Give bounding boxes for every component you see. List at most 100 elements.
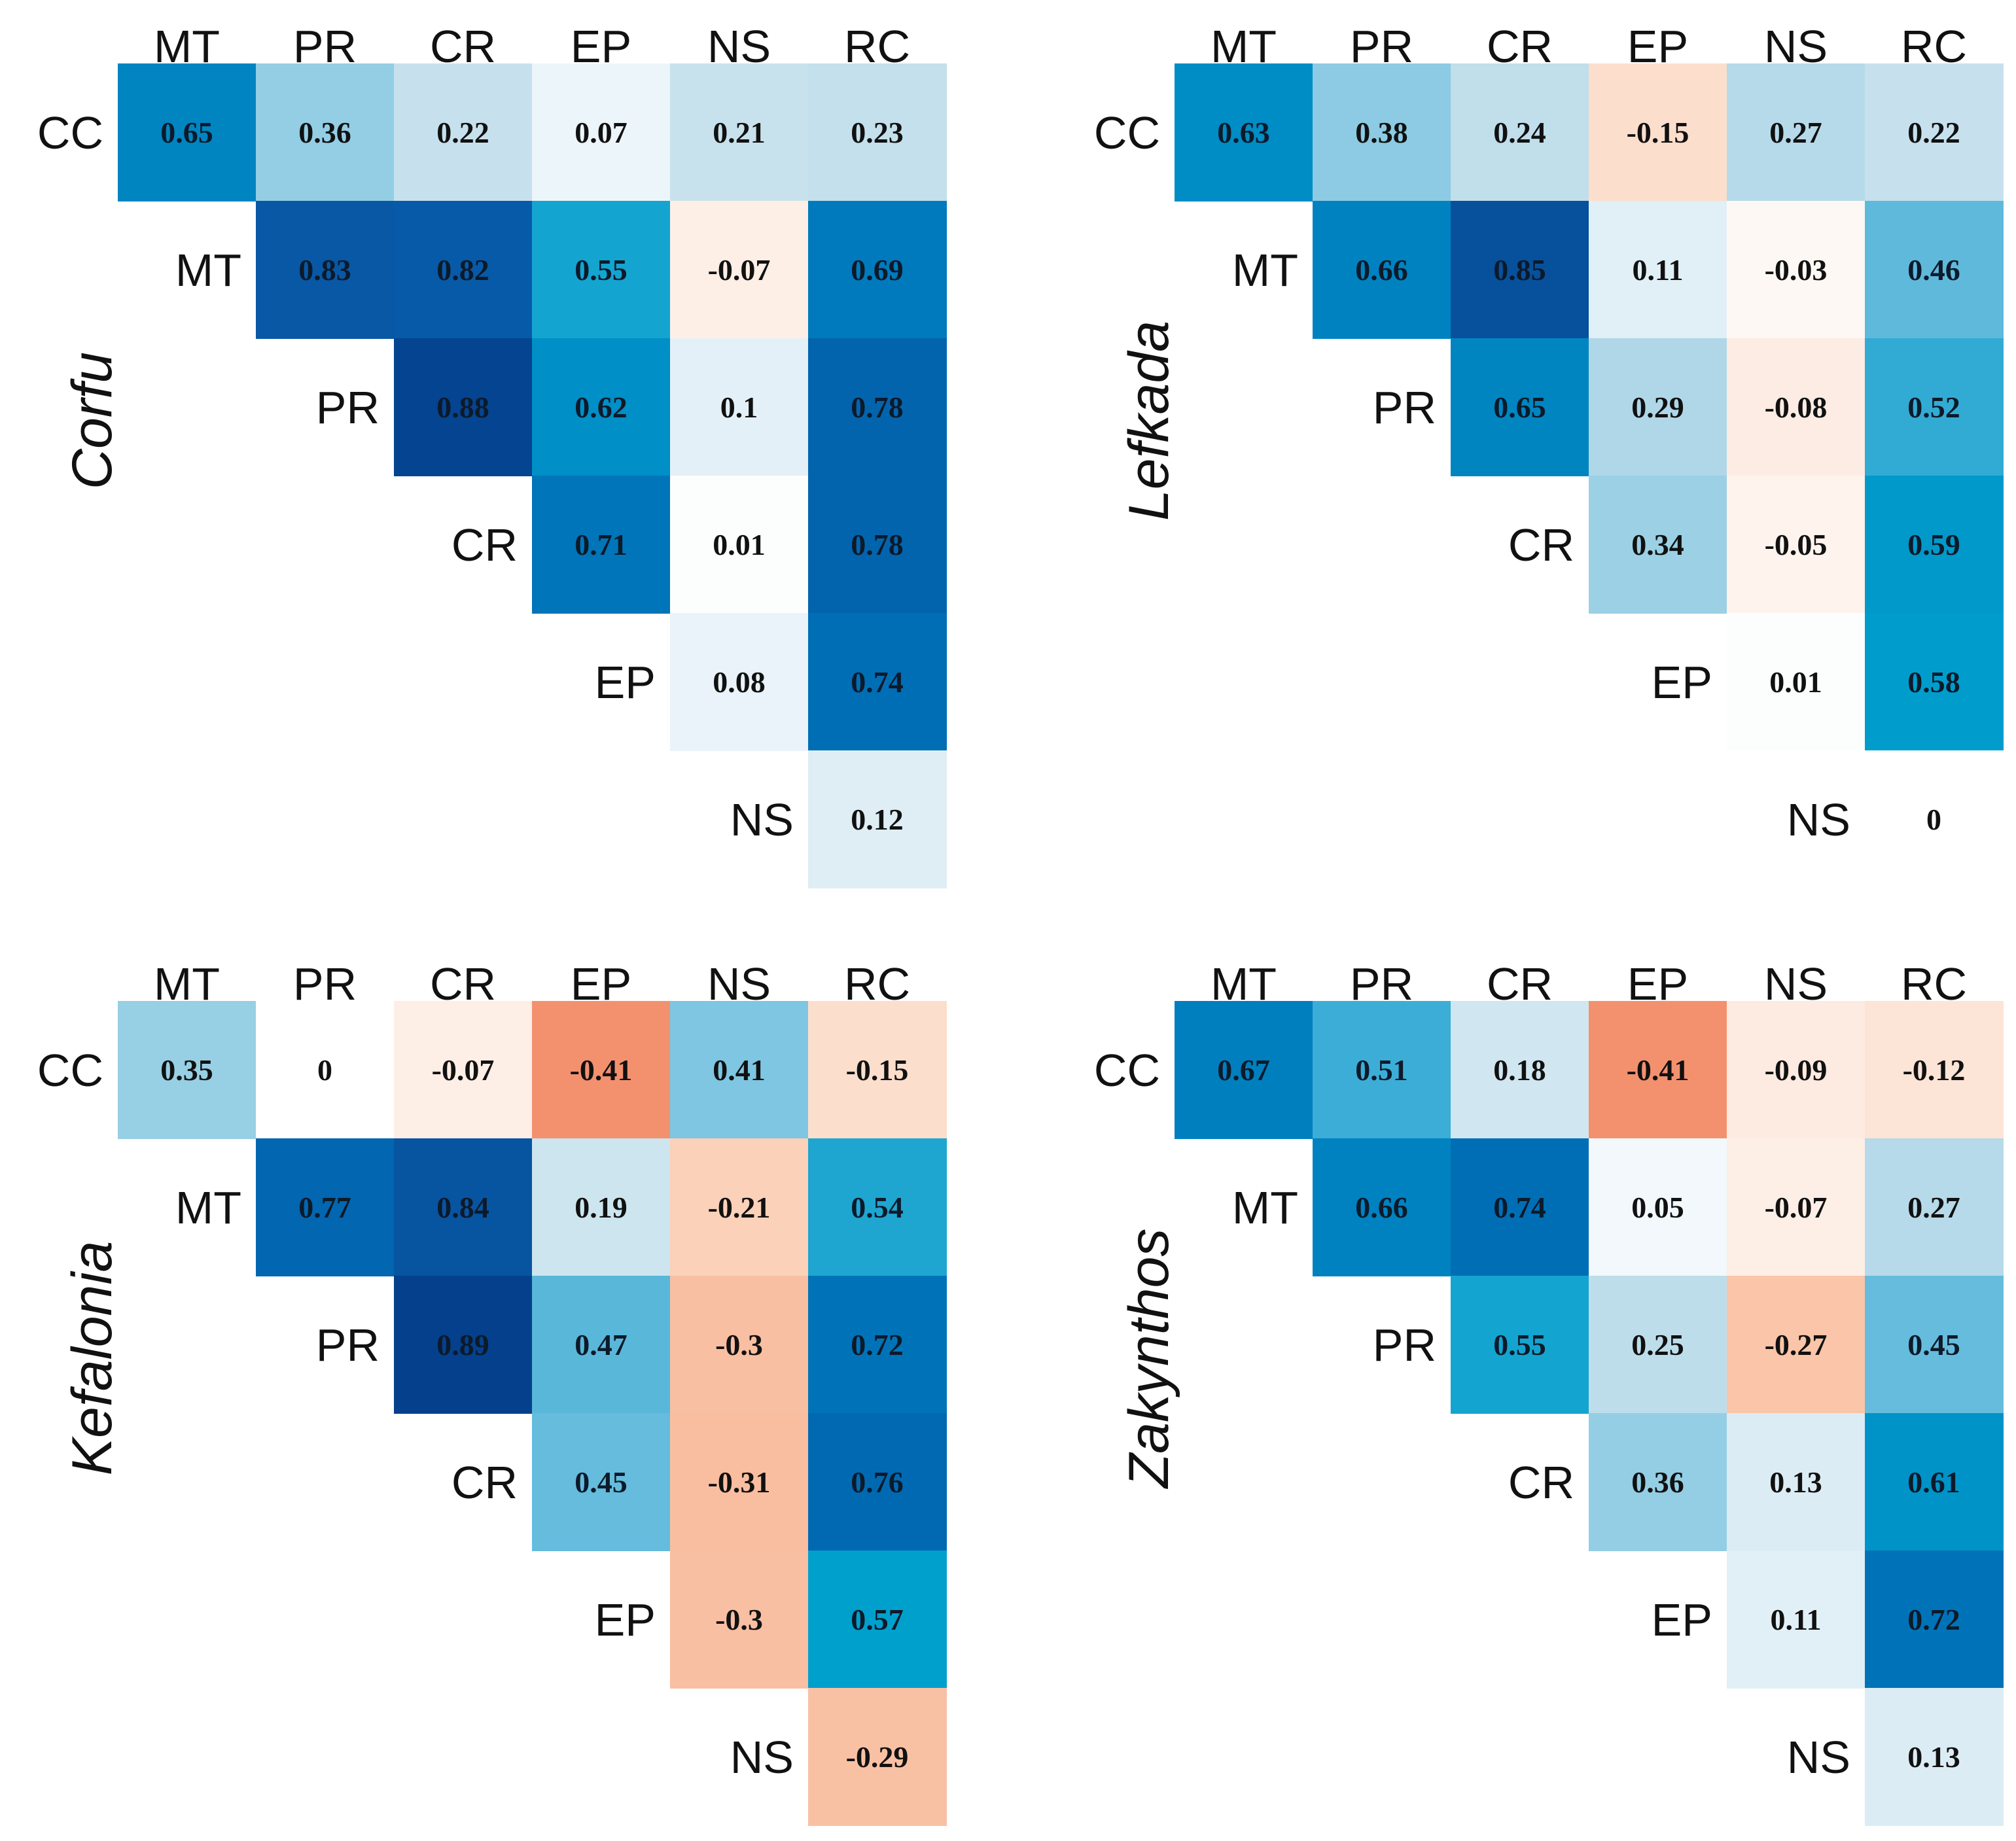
heatmap-cell-ep-ns [1727,613,1866,751]
cell-value-label: -0.07 [432,1053,495,1087]
cell-value-label: 0.66 [1355,253,1408,287]
heatmap-cell-cc-ns [1727,1001,1866,1139]
cell-value-label: 0.46 [1907,253,1960,287]
cell-value-label: -0.07 [1765,1191,1828,1224]
cell-value-label: 0.13 [1769,1465,1822,1499]
cell-value-label: 0.65 [1493,391,1546,424]
panel-title-corfu: Corfu [61,352,124,489]
heatmap-cell-cr-rc [1865,1413,2004,1551]
column-label-cr: CR [430,958,496,1009]
column-label-cr: CR [1487,21,1553,72]
cell-value-label: 0.29 [1631,391,1684,424]
cell-value-label: 0.1 [720,391,758,424]
heatmap-cell-mt-ns [670,1138,809,1276]
heatmap-panel-kefalonia: 0.35 0 -0.07 -0.41 0.41 -0.15 0.77 0.84 0.19 -0.2… [37,958,947,1826]
row-label-mt: MT [1232,1182,1298,1233]
heatmap-panel-corfu: 0.65 0.36 0.22 0.07 0.21 0.23 0.83 0.82 0.55 -0.0… [37,21,947,888]
cell-value-label: 0.13 [1907,1740,1960,1774]
heatmap-cell-cr-ep [532,1413,671,1551]
heatmap-cell-cc-rc [1865,63,2004,202]
cell-value-label: 0.22 [1907,116,1960,149]
heatmap-cell-cc-cr [394,63,533,202]
cell-value-label: 0.55 [1493,1328,1546,1361]
row-label-cr: CR [451,1457,518,1508]
cell-value-label: 0.74 [1493,1191,1546,1224]
heatmap-cell-cc-rc [1865,1001,2004,1139]
heatmap-cell-pr-ns [1727,1276,1866,1414]
heatmap-cell-mt-ns [1727,201,1866,339]
cell-value-label: -0.05 [1765,528,1828,561]
cell-value-label: 0.12 [851,803,904,836]
heatmap-cell-ns-rc [808,1688,947,1826]
heatmap-cell-cc-pr [1313,63,1451,202]
panel-title-lefkada: Lefkada [1118,321,1180,521]
panel-title-zakynthos: Zakynthos [1118,1229,1180,1490]
cell-value-label: 0.63 [1217,116,1270,149]
cell-value-label: 0.47 [575,1328,628,1361]
cell-value-label: 0.18 [1493,1053,1546,1087]
cell-value-label: 0.84 [436,1191,489,1224]
cell-value-label: 0.11 [1633,253,1684,287]
row-label-cr: CR [1508,519,1574,570]
cell-value-label: 0.65 [160,116,213,149]
cell-value-label: 0.51 [1355,1053,1408,1087]
cell-value-label: 0.52 [1907,391,1960,424]
heatmap-cell-mt-rc [1865,201,2004,339]
heatmap-cell-cc-rc [808,1001,947,1139]
cell-value-label: -0.15 [846,1053,909,1087]
heatmap-cell-pr-cr [394,1276,533,1414]
heatmap-cell-cc-ns [670,1001,809,1139]
column-label-pr: PR [1350,21,1413,72]
heatmap-cell-pr-ep [1589,1276,1727,1414]
column-label-ep: EP [571,958,631,1009]
heatmap-cell-cr-ns [1727,476,1866,614]
heatmap-panel-lefkada: 0.63 0.38 0.24 -0.15 0.27 0.22 0.66 0.85 0.11 -0.… [1094,21,2004,888]
cell-value-label: -0.41 [570,1053,633,1087]
heatmap-cell-mt-cr [394,1138,533,1276]
heatmap-cell-pr-ep [532,338,671,476]
row-label-ns: NS [1787,1732,1850,1783]
heatmap-cell-pr-rc [808,338,947,476]
cell-value-label: -0.21 [708,1191,771,1224]
cell-value-label: 0.45 [1907,1328,1960,1361]
heatmap-cell-cc-ns [670,63,809,202]
cell-value-label: 0.24 [1493,116,1546,149]
cell-value-label: -0.41 [1627,1053,1689,1087]
row-label-cr: CR [451,519,518,570]
heatmap-cell-mt-ep [532,1138,671,1276]
heatmap-cell-cr-rc [808,476,947,614]
heatmap-cell-cc-cr [1451,63,1589,202]
cell-value-label: 0.58 [1907,665,1960,699]
heatmap-cell-mt-cr [1451,201,1589,339]
cell-value-label: 0.85 [1493,253,1546,287]
column-label-ep: EP [1627,21,1688,72]
cell-value-label: 0.25 [1631,1328,1684,1361]
row-label-cr: CR [1508,1457,1574,1508]
heatmap-cell-cc-mt [118,1001,256,1139]
row-label-mt: MT [175,1182,241,1233]
heatmap-cell-pr-ep [532,1276,671,1414]
cell-value-label: 0.08 [713,665,766,699]
heatmap-cell-ep-rc [1865,1551,2004,1689]
cell-value-label: -0.3 [715,1328,763,1361]
row-label-pr: PR [1373,382,1436,433]
cell-value-label: -0.09 [1765,1053,1828,1087]
heatmap-cell-mt-ep [1589,201,1727,339]
column-label-ep: EP [1627,958,1688,1009]
row-label-cc: CC [37,107,103,158]
cell-value-label: 0.72 [851,1328,904,1361]
cell-value-label: 0.78 [851,528,904,561]
heatmap-cell-cc-ep [1589,1001,1727,1139]
heatmap-cell-cc-ep [1589,63,1727,202]
column-label-mt: MT [154,21,220,72]
column-label-ns: NS [707,958,771,1009]
column-label-ns: NS [1764,958,1828,1009]
cell-value-label: 0.05 [1631,1191,1684,1224]
cell-value-label: 0.88 [436,391,489,424]
cell-value-label: 0.41 [713,1053,766,1087]
heatmap-cell-mt-pr [256,201,395,339]
cell-value-label: -0.29 [846,1740,909,1774]
cell-value-label: 0.67 [1217,1053,1270,1087]
column-label-ns: NS [707,21,771,72]
